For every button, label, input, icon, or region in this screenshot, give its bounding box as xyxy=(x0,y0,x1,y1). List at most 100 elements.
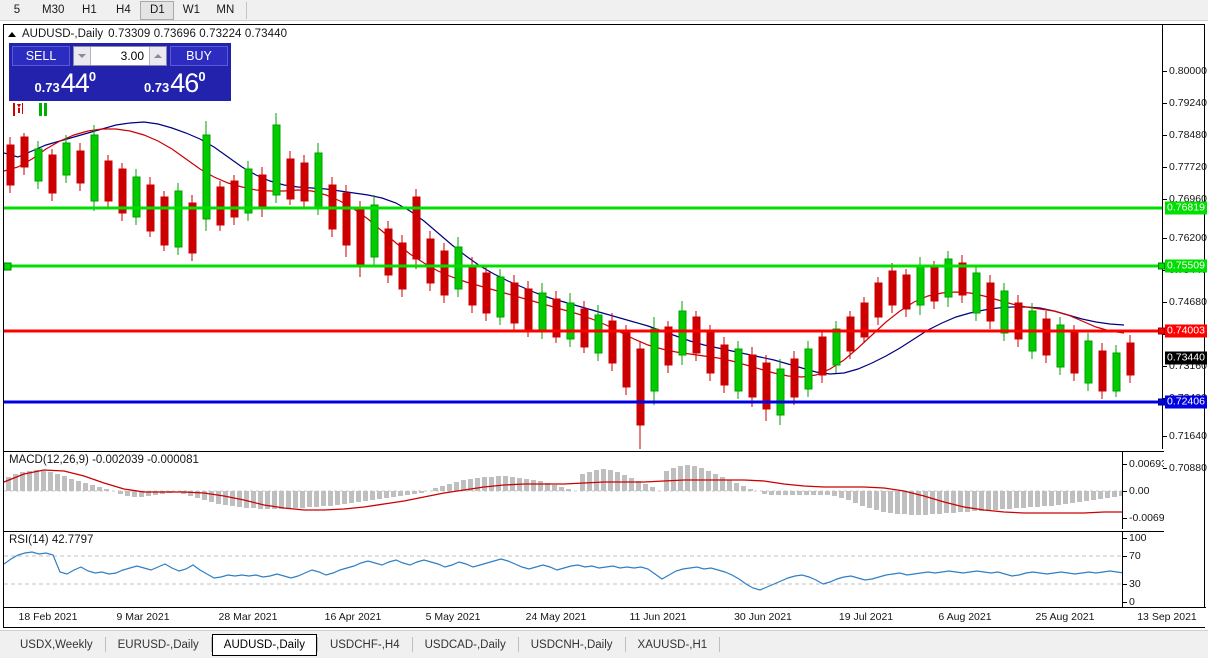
price-handle-red[interactable] xyxy=(1158,327,1165,335)
date-label-5: 24 May 2021 xyxy=(525,611,587,623)
price-axis-label-12: 0.70880 xyxy=(1169,462,1207,474)
rsi-title: RSI(14) 42.7797 xyxy=(9,534,94,546)
volume-increase-button[interactable] xyxy=(149,47,166,65)
price-axis-label-2: 0.78480 xyxy=(1169,129,1207,141)
symbol-tab-bar: USDX,Weekly EURUSD-,Daily AUDUSD-,Daily … xyxy=(0,630,1208,658)
trade-panel-quotes: 0.73 44 0 0.73 46 0 xyxy=(10,68,230,100)
sell-button[interactable]: SELL xyxy=(12,46,70,66)
price-axis-label-1: 0.79240 xyxy=(1169,97,1207,109)
volume-decrease-button[interactable] xyxy=(74,47,91,65)
timeframe-button-m30[interactable]: M30 xyxy=(42,4,65,16)
chart-ohlc-values: 0.73309 0.73696 0.73224 0.73440 xyxy=(108,28,288,40)
price-badge-current: 0.73440 xyxy=(1165,351,1207,365)
price-handle-green-lower[interactable] xyxy=(1158,262,1165,270)
buy-button[interactable]: BUY xyxy=(170,46,228,66)
bid-price-fraction: 0 xyxy=(88,69,97,84)
macd-axis-label-zero: 0.00 xyxy=(1129,485,1150,497)
rsi-chart-svg xyxy=(4,551,1164,591)
rsi-pane[interactable]: RSI(14) 42.7797 100 70 30 0 xyxy=(4,531,1164,607)
ask-price-pips: 46 xyxy=(170,68,199,98)
ma-red-line xyxy=(4,128,1125,378)
timeframe-button-mn[interactable]: MN xyxy=(216,4,235,16)
date-label-6: 11 Jun 2021 xyxy=(629,611,687,623)
price-badge-blue[interactable]: 0.72406 xyxy=(1165,395,1207,409)
chart-ohlc-header: AUDUSD-,Daily 0.73309 0.73696 0.73224 0.… xyxy=(8,28,287,40)
rsi-axis: 100 70 30 0 xyxy=(1122,532,1164,607)
macd-signal-line xyxy=(4,469,1124,514)
trade-panel-top-row: SELL 3.00 BUY xyxy=(10,44,230,68)
date-label-10: 25 Aug 2021 xyxy=(1035,611,1095,623)
rsi-axis-label-30: 30 xyxy=(1129,578,1141,590)
chart-symbol-label: AUDUSD-,Daily xyxy=(22,28,104,40)
price-axis-label-3: 0.77720 xyxy=(1169,161,1207,173)
date-label-0: 18 Feb 2021 xyxy=(18,611,78,623)
bid-price-pips: 44 xyxy=(60,68,90,98)
price-badge-green-upper[interactable]: 0.76819 xyxy=(1165,201,1207,215)
buy-arrow-icon xyxy=(39,103,47,116)
price-handle-blue[interactable] xyxy=(1158,398,1165,406)
timeframe-button-h1[interactable]: H1 xyxy=(82,4,97,16)
trade-direction-markers xyxy=(12,103,50,116)
tab-divider xyxy=(104,637,106,652)
macd-chart-svg xyxy=(4,465,1164,515)
symbol-tab-usdx-weekly[interactable]: USDX,Weekly xyxy=(20,638,93,651)
price-badge-green-lower[interactable]: 0.75509 xyxy=(1165,259,1207,273)
symbol-tab-usdcnh-daily[interactable]: USDCNH-,Daily xyxy=(530,638,613,651)
collapse-triangle-icon[interactable] xyxy=(8,31,16,37)
macd-histogram xyxy=(6,465,1131,515)
tab-divider xyxy=(316,637,318,652)
date-label-4: 5 May 2021 xyxy=(425,611,481,623)
rsi-line xyxy=(4,551,1125,591)
price-axis-label-0: 0.80000 xyxy=(1169,65,1207,77)
price-axis-label-5: 0.76200 xyxy=(1169,232,1207,244)
symbol-tab-eurusd-daily[interactable]: EURUSD-,Daily xyxy=(117,638,199,651)
ma-navy-line xyxy=(4,121,1125,375)
rsi-axis-label-0: 0 xyxy=(1129,596,1135,607)
rsi-axis-label-70: 70 xyxy=(1129,550,1141,562)
tab-divider xyxy=(719,637,721,652)
date-label-8: 19 Jul 2021 xyxy=(838,611,894,623)
volume-input[interactable]: 3.00 xyxy=(120,49,144,63)
price-axis[interactable]: 0.80000 0.79240 0.78480 0.77720 0.76960 … xyxy=(1158,25,1207,474)
price-axis-label-7: 0.74680 xyxy=(1169,296,1207,308)
timeframe-button-m5[interactable]: 5 xyxy=(13,4,21,16)
ask-price-prefix: 0.73 xyxy=(143,80,170,95)
symbol-tab-xauusd-h1[interactable]: XAUUSD-,H1 xyxy=(637,638,708,651)
symbol-tab-usdchf-h4[interactable]: USDCHF-,H4 xyxy=(329,638,400,651)
ask-price-display[interactable]: 0.73 46 0 xyxy=(121,68,228,98)
chart-frame: AUDUSD-,Daily 0.73309 0.73696 0.73224 0.… xyxy=(3,24,1207,628)
date-label-11: 13 Sep 2021 xyxy=(1137,611,1197,623)
timeframe-button-d1[interactable]: D1 xyxy=(140,0,175,20)
date-axis[interactable]: 18 Feb 2021 9 Mar 2021 28 Mar 2021 16 Ap… xyxy=(4,607,1206,627)
rsi-axis-label-100: 100 xyxy=(1129,532,1147,544)
macd-pane[interactable]: MACD(12,26,9) -0.002039 -0.000081 xyxy=(4,451,1164,529)
level-anchor-green-lower xyxy=(4,262,12,271)
date-label-1: 9 Mar 2021 xyxy=(116,611,170,623)
macd-axis-label-max: 0.006936 xyxy=(1129,458,1164,470)
price-chart-svg xyxy=(4,113,1164,449)
date-label-9: 6 Aug 2021 xyxy=(938,611,992,623)
date-label-2: 28 Mar 2021 xyxy=(218,611,278,623)
tab-divider xyxy=(517,637,519,652)
timeframe-button-w1[interactable]: W1 xyxy=(182,4,200,16)
sell-arrow-icon xyxy=(13,103,23,116)
tab-divider xyxy=(624,637,626,652)
symbol-tab-usdcad-daily[interactable]: USDCAD-,Daily xyxy=(424,638,506,651)
timeframe-button-h4[interactable]: H4 xyxy=(116,4,131,16)
tab-divider xyxy=(411,637,413,652)
macd-axis-label-min: -0.006993 xyxy=(1129,512,1164,524)
tab-divider xyxy=(210,637,212,652)
price-badge-red[interactable]: 0.74003 xyxy=(1165,324,1207,338)
bid-price-prefix: 0.73 xyxy=(34,80,60,95)
candlestick-series xyxy=(6,113,1135,449)
macd-title: MACD(12,26,9) -0.002039 -0.000081 xyxy=(9,454,199,466)
macd-axis: 0.006936 0.00 -0.006993 xyxy=(1122,452,1164,529)
timeframe-toolbar: 5 M30 H1 H4 D1 W1 MN xyxy=(0,0,1208,21)
bid-price-display[interactable]: 0.73 44 0 xyxy=(12,68,119,98)
one-click-trade-panel[interactable]: SELL 3.00 BUY 0.73 44 0 xyxy=(9,43,231,101)
price-axis-label-11: 0.71640 xyxy=(1169,430,1207,442)
symbol-tab-audusd-daily[interactable]: AUDUSD-,Daily xyxy=(211,633,317,656)
volume-stepper[interactable]: 3.00 xyxy=(73,46,167,66)
date-label-3: 16 Apr 2021 xyxy=(324,611,382,623)
